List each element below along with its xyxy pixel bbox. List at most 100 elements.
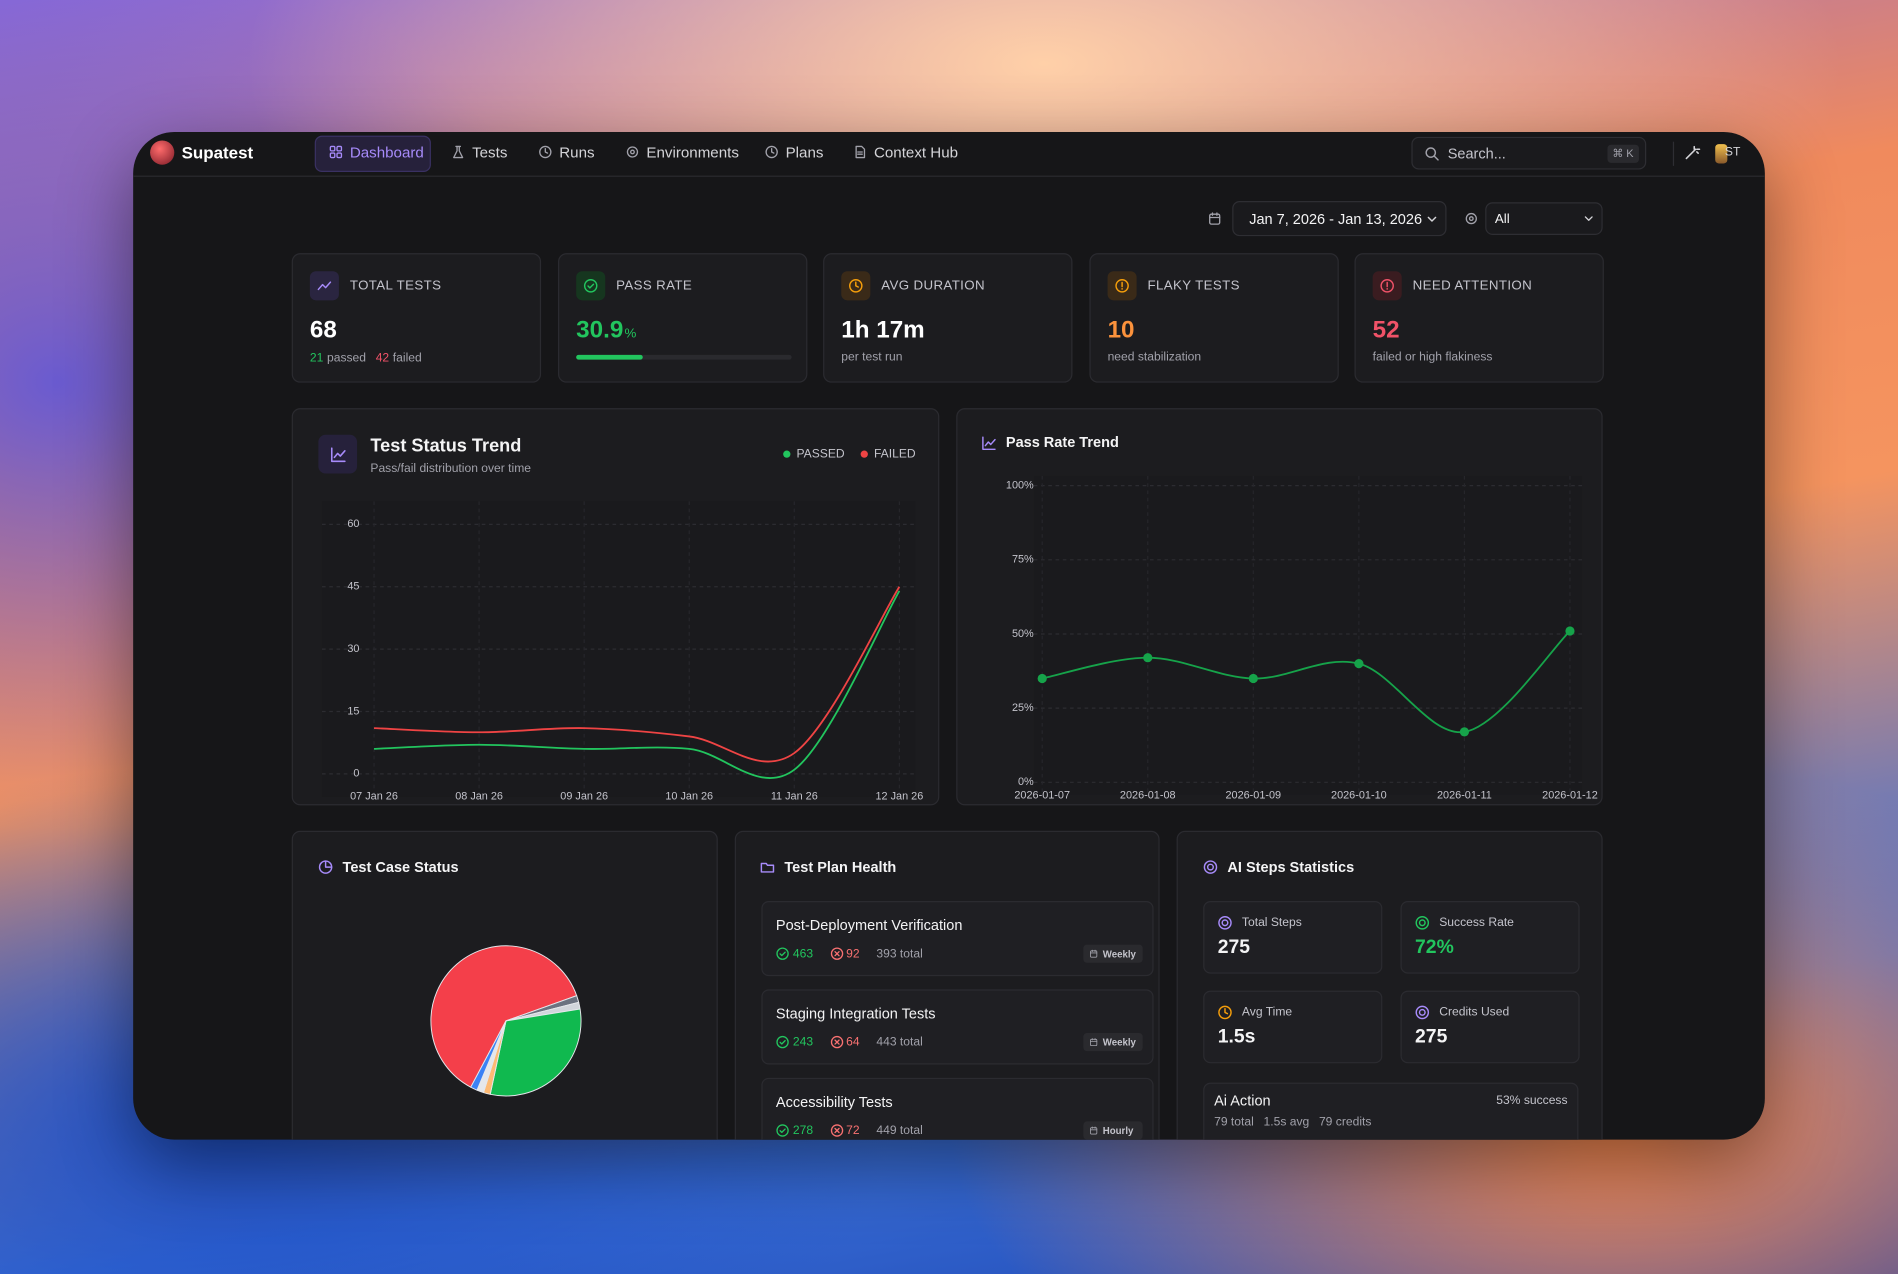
y-tick-label: 45 — [347, 581, 359, 593]
schedule-label: Weekly — [1102, 948, 1136, 960]
stat-icon — [1372, 271, 1402, 301]
nav-tab[interactable]: Environments — [646, 144, 739, 162]
icon-shape — [1090, 1127, 1098, 1135]
icon-shape — [1090, 1038, 1098, 1047]
chart — [430, 945, 582, 1097]
nav-tab[interactable]: Dashboard — [349, 144, 424, 162]
top-nav: Supatest Dashboard Tests Runs Environments Pl… — [133, 132, 1765, 177]
icon — [1218, 916, 1232, 930]
icon-shape — [760, 862, 775, 873]
total-count: 443 total — [876, 1036, 923, 1050]
date-range-text: Jan 7, 2026 - Jan 13, 2026 — [1249, 210, 1423, 228]
icon-shape — [776, 947, 789, 960]
total-count: 393 total — [876, 947, 923, 961]
icon-shape — [1090, 1038, 1098, 1042]
icon-shape — [857, 151, 863, 155]
nav-tab[interactable]: Tests — [472, 144, 508, 162]
icon — [583, 279, 598, 293]
action-success: 53% success — [1496, 1094, 1568, 1108]
failed-count: 64 — [846, 1036, 860, 1050]
x-tick-label: 2026-01-10 — [1331, 790, 1387, 802]
icon-shape — [765, 145, 778, 159]
y-tick-label: 0% — [1018, 776, 1034, 788]
icon — [776, 1124, 789, 1137]
data-point — [1459, 727, 1470, 737]
icon-shape — [776, 1124, 789, 1137]
icon-shape — [1090, 950, 1098, 958]
y-tick-label: 100% — [1006, 479, 1034, 491]
icon-shape — [776, 947, 789, 960]
icon-shape — [1090, 949, 1098, 958]
icon — [1425, 147, 1439, 161]
date-range[interactable]: Jan 7, 2026 - Jan 13, 2026 — [1232, 201, 1447, 237]
y-tick-label: 30 — [347, 643, 359, 655]
icon-shape — [1425, 147, 1437, 158]
stat-value: 30.9% — [576, 317, 636, 345]
stat-note: failed or high flakiness — [1372, 350, 1493, 364]
stat-card: TOTAL TESTS 68 21 passed 42 failed — [291, 253, 542, 383]
stat-unit: % — [624, 326, 637, 341]
icon — [1090, 949, 1098, 958]
icon-shape — [583, 279, 598, 293]
icon-shape — [1465, 212, 1477, 225]
metric-card: Avg Time 1.5s — [1203, 990, 1383, 1064]
plan-item[interactable]: Accessibility Tests 278 72 449 total Hourly — [761, 1077, 1154, 1140]
icon-shape — [1221, 919, 1229, 927]
total-count: 449 total — [876, 1124, 923, 1138]
icon-shape — [1203, 860, 1218, 874]
icon-shape — [776, 1035, 789, 1049]
icon-shape — [317, 281, 332, 291]
icon-shape — [329, 152, 336, 159]
icon — [1090, 1126, 1098, 1135]
data-point — [1354, 659, 1364, 669]
x-tick-label: 2026-01-08 — [1120, 790, 1176, 802]
stat-value: 68 — [309, 316, 337, 344]
schedule-badge: Weekly — [1083, 944, 1143, 963]
metric-label: Avg Time — [1241, 1005, 1293, 1020]
icon-shape — [1468, 216, 1474, 222]
nav-tab[interactable]: Context Hub — [873, 144, 959, 162]
nav-tab[interactable]: Plans — [785, 144, 824, 162]
stat-value: 10 — [1107, 316, 1135, 344]
panel: AI Steps Statistics Total Steps 275 Success… — [1176, 830, 1603, 1140]
stat-label: TOTAL TESTS — [349, 278, 442, 294]
stat-icon — [309, 271, 339, 301]
avatar[interactable]: ST — [1724, 145, 1741, 160]
icon-shape — [1090, 1126, 1098, 1131]
icon-shape — [1415, 1005, 1430, 1020]
action-credits: 79 credits — [1318, 1115, 1372, 1130]
y-tick-label: 60 — [347, 518, 359, 530]
search-placeholder: Search... — [1447, 145, 1506, 163]
legend-label: FAILED — [874, 446, 916, 460]
metric-value: 275 — [1415, 1026, 1448, 1048]
metric-card: Credits Used 275 — [1400, 990, 1580, 1064]
icon-shape — [1380, 279, 1394, 293]
plan-item[interactable]: Post-Deployment Verification 463 92 393 tot… — [761, 901, 1154, 977]
icon-shape — [1685, 145, 1701, 160]
icon-shape — [1224, 1008, 1229, 1015]
y-tick-label: 15 — [347, 705, 359, 717]
icon-shape — [1115, 279, 1129, 293]
icon-shape — [336, 152, 343, 159]
icon-shape — [984, 438, 996, 447]
plan-item[interactable]: Staging Integration Tests 243 64 443 total W… — [761, 989, 1154, 1065]
icon-shape — [760, 862, 775, 873]
environment-select[interactable]: All — [1485, 202, 1603, 235]
legend-label: PASSED — [796, 446, 844, 460]
passed-count: 463 — [792, 947, 814, 961]
icon-shape — [830, 1124, 844, 1137]
icon-shape — [1218, 916, 1232, 930]
chart: Test Status Trend Pass/fail distribution … — [318, 434, 923, 803]
search-box[interactable]: Search... ⌘ K — [1411, 136, 1647, 170]
legend-swatch — [860, 450, 868, 458]
icon-shape — [317, 281, 332, 291]
schedule-badge: Hourly — [1083, 1121, 1143, 1140]
nav-tab[interactable]: Runs — [559, 144, 595, 162]
pie-slice — [430, 945, 578, 1088]
progress-track — [576, 354, 792, 360]
icon-shape — [779, 951, 786, 957]
panel: Test Plan Health Post-Deployment Verifica… — [734, 830, 1160, 1140]
icon — [1218, 1005, 1232, 1020]
avatar-img — [1715, 144, 1728, 164]
icon-shape — [855, 281, 859, 288]
